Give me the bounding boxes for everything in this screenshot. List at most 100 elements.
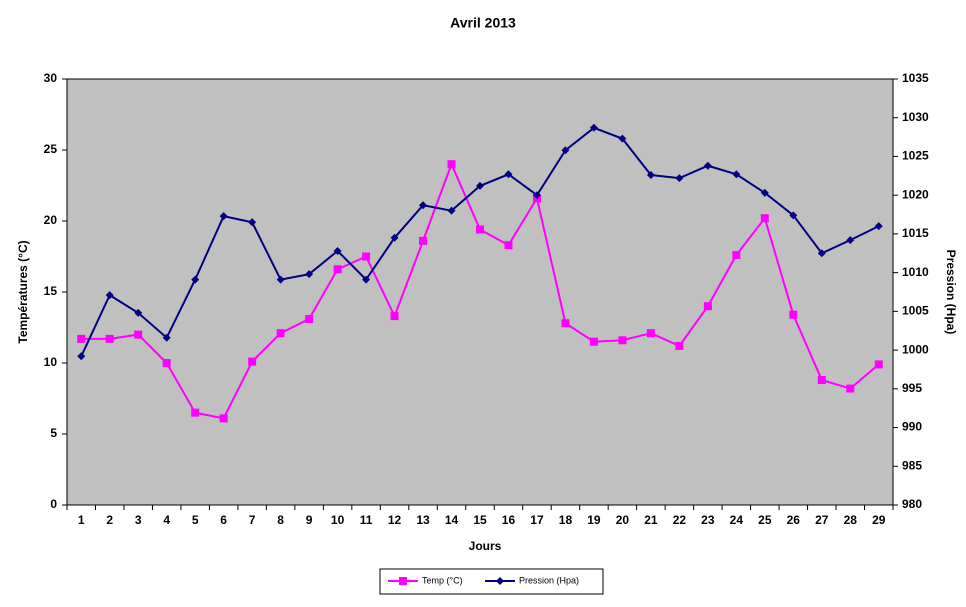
point xyxy=(219,212,228,221)
point xyxy=(77,334,86,343)
point xyxy=(504,241,513,250)
point xyxy=(447,160,456,169)
x-tick-label: 29 xyxy=(872,513,886,527)
point xyxy=(276,329,285,338)
point xyxy=(77,352,86,361)
x-tick-label: 19 xyxy=(587,513,601,527)
x-tick-label: 5 xyxy=(192,513,199,527)
y-tick-label: 25 xyxy=(44,142,58,156)
x-tick-label: 21 xyxy=(644,513,658,527)
x-tick-label: 7 xyxy=(249,513,256,527)
y-tick-label: 20 xyxy=(44,213,58,227)
point xyxy=(646,171,655,180)
plot-area xyxy=(66,78,894,506)
point xyxy=(789,211,798,220)
point xyxy=(589,123,598,132)
x-tick-label: 8 xyxy=(277,513,284,527)
point xyxy=(817,376,826,385)
point xyxy=(333,246,342,255)
point xyxy=(419,201,428,210)
point xyxy=(675,341,684,350)
point xyxy=(134,330,143,339)
x-tick-label: 15 xyxy=(473,513,487,527)
point xyxy=(191,275,200,284)
point xyxy=(732,251,741,260)
chart-title: Avril 2013 xyxy=(450,15,516,31)
point xyxy=(817,249,826,258)
y2-tick-label: 1010 xyxy=(902,265,929,279)
x-tick-label: 28 xyxy=(844,513,858,527)
x-axis-label: Jours xyxy=(469,539,502,553)
point xyxy=(333,265,342,274)
y2-axis-label: Pression (Hpa) xyxy=(944,250,958,335)
point xyxy=(447,206,456,215)
x-tick-label: 27 xyxy=(815,513,829,527)
point xyxy=(390,312,399,321)
point xyxy=(618,134,627,143)
point xyxy=(162,359,171,367)
x-tick-label: 1 xyxy=(78,513,85,527)
point xyxy=(476,181,484,190)
y2-tick-label: 990 xyxy=(902,420,922,434)
x-tick-label: 11 xyxy=(360,513,373,527)
x-tick-label: 14 xyxy=(445,513,459,527)
point xyxy=(276,275,285,284)
y2-tick-label: 1005 xyxy=(902,304,929,318)
point xyxy=(646,329,655,338)
point xyxy=(419,236,428,245)
x-tick-label: 18 xyxy=(559,513,573,527)
y-tick-label: 10 xyxy=(44,355,58,369)
point xyxy=(703,161,712,170)
x-tick-label: 4 xyxy=(163,513,170,527)
point xyxy=(362,275,371,284)
point xyxy=(105,334,114,343)
y2-tick-label: 1000 xyxy=(902,342,929,356)
point xyxy=(589,337,598,346)
point xyxy=(561,319,570,328)
point xyxy=(305,270,314,279)
point xyxy=(618,336,627,345)
y2-tick-label: 1025 xyxy=(902,149,929,163)
y-tick-label: 0 xyxy=(50,497,57,511)
point xyxy=(162,333,171,342)
point xyxy=(703,302,712,311)
y-tick-label: 15 xyxy=(44,284,58,298)
point xyxy=(732,170,741,179)
x-tick-label: 25 xyxy=(758,513,772,527)
point xyxy=(874,222,883,231)
point xyxy=(305,314,314,323)
legend-marker xyxy=(496,577,504,585)
point xyxy=(675,174,684,183)
y2-tick-label: 980 xyxy=(902,497,922,511)
y-tick-label: 30 xyxy=(44,71,58,85)
point xyxy=(789,310,798,319)
point xyxy=(846,236,855,245)
x-tick-label: 2 xyxy=(106,513,113,527)
legend-label: Temp (°C) xyxy=(422,575,463,585)
x-tick-label: 10 xyxy=(331,513,345,527)
point xyxy=(476,225,484,234)
point xyxy=(561,146,570,155)
x-tick-label: 6 xyxy=(220,513,227,527)
point xyxy=(874,360,883,369)
point xyxy=(191,408,200,417)
point xyxy=(760,188,769,197)
x-tick-label: 20 xyxy=(616,513,630,527)
x-tick-label: 24 xyxy=(730,513,744,527)
x-tick-label: 16 xyxy=(502,513,516,527)
point xyxy=(248,357,257,366)
y2-tick-label: 995 xyxy=(902,381,922,395)
legend-label: Pression (Hpa) xyxy=(519,575,579,585)
y2-tick-label: 1015 xyxy=(902,226,929,240)
y2-tick-label: 1035 xyxy=(902,71,929,85)
y2-tick-label: 1030 xyxy=(902,110,929,124)
point xyxy=(362,252,371,261)
point xyxy=(248,218,257,227)
x-tick-label: 13 xyxy=(416,513,430,527)
point xyxy=(760,214,769,223)
x-tick-label: 3 xyxy=(135,513,142,527)
y2-tick-label: 985 xyxy=(902,458,922,472)
legend-marker xyxy=(399,577,407,585)
